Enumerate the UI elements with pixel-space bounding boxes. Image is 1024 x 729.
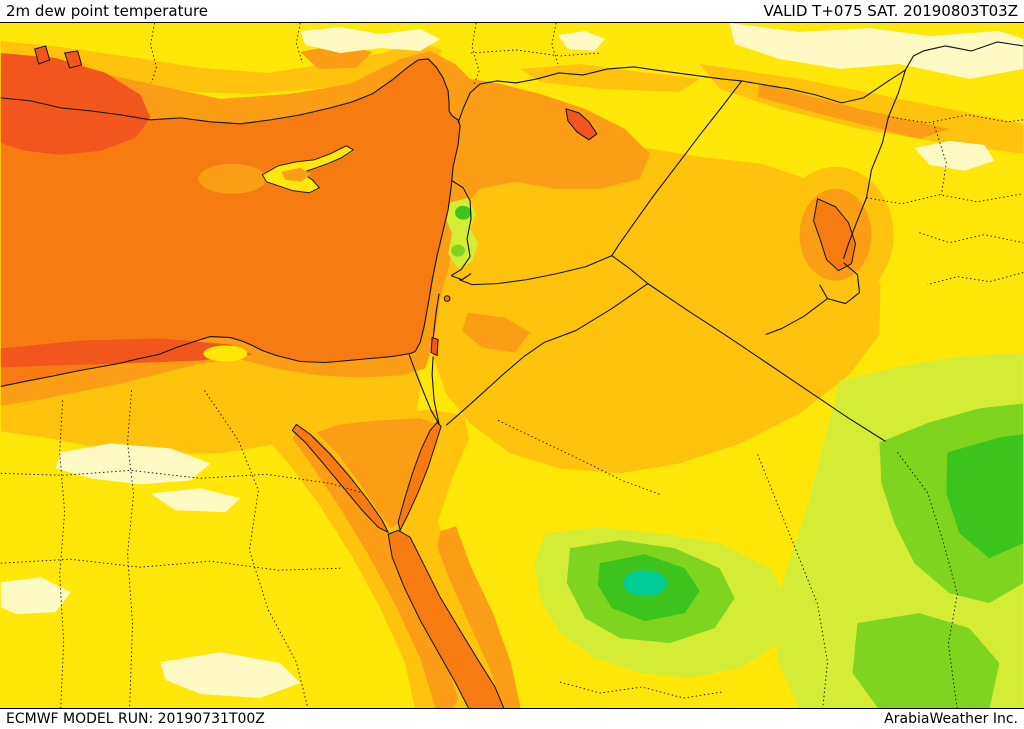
footer-bar: ECMWF MODEL RUN: 20190731T00Z ArabiaWeat… xyxy=(0,709,1024,729)
sea-of-galilee xyxy=(443,295,451,302)
border-iraq-saudi xyxy=(611,255,886,442)
border-kuwait xyxy=(765,262,861,336)
green-regions xyxy=(446,197,1024,708)
color-field xyxy=(0,23,1024,708)
dew-point-map xyxy=(0,23,1024,708)
model-run-label: ECMWF MODEL RUN: 20190731T00Z xyxy=(6,711,265,727)
teal-moist-spot xyxy=(622,570,667,597)
pale-patches xyxy=(0,23,1024,699)
turkish-lake-2 xyxy=(63,50,83,69)
cyprus xyxy=(198,145,355,194)
page-title: 2m dew point temperature xyxy=(6,2,209,20)
country-borders xyxy=(408,41,1024,442)
lake-ataturk xyxy=(565,108,598,141)
border-jordan-saudi xyxy=(445,283,649,426)
map-area xyxy=(0,22,1024,709)
red-sea xyxy=(387,529,505,708)
water-bodies xyxy=(34,44,976,708)
valid-time-label: VALID T+075 SAT. 20190803T03Z xyxy=(763,2,1018,20)
gulf-of-aqaba xyxy=(397,421,442,532)
dead-sea xyxy=(430,336,439,357)
border-caucasus xyxy=(904,41,1024,71)
border-syria-jordan xyxy=(458,255,613,286)
admin-borders-dotted xyxy=(0,23,1024,708)
gulf-of-suez xyxy=(291,423,390,534)
turkish-lake-1 xyxy=(34,45,51,65)
border-syria-iraq xyxy=(611,80,743,256)
coastline xyxy=(0,58,461,388)
header-bar: 2m dew point temperature VALID T+075 SAT… xyxy=(0,0,1024,22)
border-egypt-israel xyxy=(408,354,440,425)
border-israel-jordan xyxy=(431,293,440,425)
northwest-hot-corner xyxy=(0,52,151,155)
mediterranean-sea xyxy=(0,52,461,387)
border-turkey-syria-iraq-iran xyxy=(457,66,906,259)
nile-delta-patch xyxy=(203,345,248,362)
border-lebanon-syria xyxy=(450,180,472,281)
provider-label: ArabiaWeather Inc. xyxy=(884,711,1018,727)
cyprus-island xyxy=(261,145,355,194)
